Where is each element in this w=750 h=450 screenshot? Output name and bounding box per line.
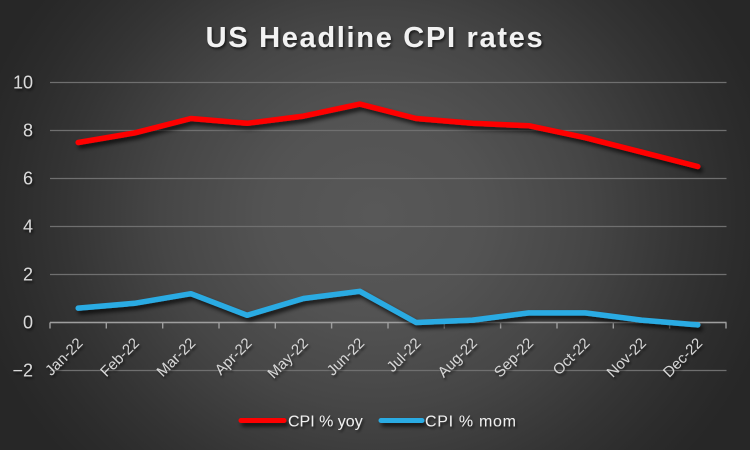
svg-text:Mar-22: Mar-22 (154, 335, 200, 381)
svg-text:10: 10 (13, 73, 33, 93)
svg-text:Dec-22: Dec-22 (660, 335, 706, 381)
svg-text:6: 6 (23, 169, 33, 189)
svg-text:CPI % yoy: CPI % yoy (288, 414, 363, 431)
svg-text:Apr-22: Apr-22 (212, 335, 256, 379)
svg-text:Jun-22: Jun-22 (324, 335, 368, 379)
svg-text:Jul-22: Jul-22 (384, 335, 425, 376)
svg-text:CPI % mom: CPI % mom (425, 414, 517, 431)
svg-text:US Headline CPI rates: US Headline CPI rates (206, 22, 545, 54)
svg-text:Aug-22: Aug-22 (435, 335, 481, 381)
svg-text:2: 2 (23, 265, 33, 285)
svg-text:Nov-22: Nov-22 (604, 335, 650, 381)
svg-text:8: 8 (23, 121, 33, 141)
svg-text:0: 0 (23, 313, 33, 333)
svg-text:Oct-22: Oct-22 (550, 335, 594, 379)
svg-text:May-22: May-22 (264, 335, 311, 382)
svg-text:4: 4 (23, 217, 33, 237)
svg-text:Jan-22: Jan-22 (42, 335, 86, 379)
svg-text:Feb-22: Feb-22 (97, 335, 143, 381)
svg-text:Sep-22: Sep-22 (491, 335, 537, 381)
svg-text:−2: −2 (12, 361, 33, 381)
